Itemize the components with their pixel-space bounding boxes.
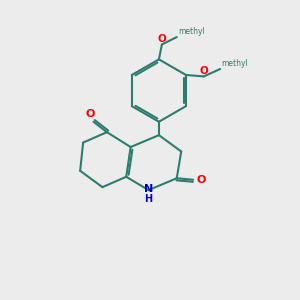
Text: O: O <box>200 65 208 76</box>
Text: O: O <box>158 34 166 44</box>
Text: methyl: methyl <box>222 59 248 68</box>
Text: O: O <box>197 175 206 185</box>
Text: N: N <box>144 184 153 194</box>
Text: O: O <box>85 110 94 119</box>
Text: methyl: methyl <box>178 27 205 36</box>
Text: H: H <box>145 194 153 204</box>
